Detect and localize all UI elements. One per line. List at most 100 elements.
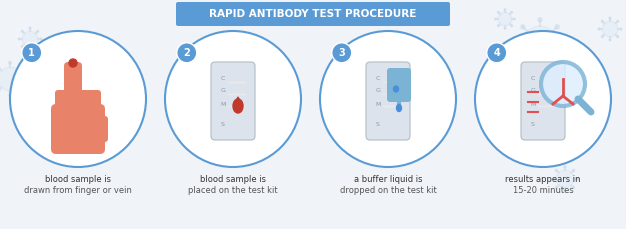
Text: S: S [531, 122, 535, 126]
Circle shape [21, 46, 23, 48]
Text: S: S [376, 122, 380, 126]
Circle shape [600, 119, 603, 122]
FancyBboxPatch shape [211, 62, 255, 140]
Circle shape [579, 55, 581, 57]
Circle shape [605, 108, 608, 110]
Text: G: G [531, 88, 535, 93]
Circle shape [620, 28, 622, 30]
Text: 15-20 minutes: 15-20 minutes [513, 186, 573, 195]
Circle shape [585, 57, 587, 59]
Text: M: M [376, 101, 381, 106]
Circle shape [56, 155, 58, 157]
Circle shape [498, 11, 499, 13]
Circle shape [578, 97, 602, 121]
Circle shape [37, 30, 39, 32]
Circle shape [538, 18, 542, 22]
Text: S: S [221, 122, 225, 126]
Text: C: C [531, 76, 535, 81]
Circle shape [40, 38, 42, 40]
Circle shape [56, 142, 58, 143]
Circle shape [555, 25, 560, 29]
Circle shape [573, 169, 575, 172]
Circle shape [18, 38, 20, 40]
Circle shape [22, 31, 38, 47]
Circle shape [521, 25, 525, 29]
Text: 3: 3 [339, 48, 345, 58]
FancyBboxPatch shape [521, 62, 565, 140]
Text: drawn from finger or vein: drawn from finger or vein [24, 186, 132, 195]
Circle shape [498, 25, 499, 27]
Text: RAPID ANTIBODY TEST PROCEDURE: RAPID ANTIBODY TEST PROCEDURE [209, 9, 417, 19]
Circle shape [9, 94, 11, 97]
Circle shape [588, 91, 592, 94]
FancyBboxPatch shape [92, 116, 108, 142]
FancyBboxPatch shape [51, 104, 105, 154]
Text: C: C [221, 76, 225, 81]
Circle shape [598, 28, 600, 30]
Circle shape [574, 58, 586, 70]
Circle shape [43, 142, 57, 156]
FancyBboxPatch shape [85, 90, 101, 114]
Circle shape [573, 69, 575, 71]
FancyBboxPatch shape [366, 62, 410, 140]
Text: a buffer liquid is: a buffer liquid is [354, 175, 423, 184]
Circle shape [585, 69, 587, 71]
Circle shape [552, 178, 554, 180]
Circle shape [39, 148, 41, 150]
Text: C: C [376, 76, 380, 81]
Circle shape [513, 18, 515, 20]
Text: placed on the test kit: placed on the test kit [188, 186, 278, 195]
Circle shape [555, 59, 560, 63]
Circle shape [37, 46, 39, 48]
Circle shape [600, 96, 603, 99]
Text: dropped on the test kit: dropped on the test kit [340, 186, 436, 195]
Circle shape [10, 31, 146, 167]
Circle shape [588, 124, 592, 127]
Circle shape [69, 59, 77, 67]
Ellipse shape [396, 104, 401, 112]
Circle shape [564, 190, 566, 192]
Circle shape [538, 66, 542, 71]
Circle shape [609, 17, 611, 19]
Circle shape [29, 49, 31, 51]
Circle shape [609, 39, 611, 41]
Ellipse shape [233, 99, 243, 113]
FancyBboxPatch shape [55, 90, 71, 114]
Text: 4: 4 [493, 48, 500, 58]
Circle shape [59, 148, 60, 150]
Text: 1: 1 [28, 48, 35, 58]
Circle shape [602, 21, 618, 37]
FancyBboxPatch shape [64, 62, 82, 115]
Circle shape [577, 119, 580, 122]
Circle shape [513, 42, 518, 46]
Circle shape [504, 9, 506, 10]
Text: M: M [530, 101, 536, 106]
Circle shape [511, 25, 513, 27]
Circle shape [562, 42, 567, 46]
Circle shape [511, 11, 513, 13]
Circle shape [579, 71, 581, 73]
FancyBboxPatch shape [387, 68, 411, 102]
Circle shape [495, 18, 496, 20]
Circle shape [165, 31, 301, 167]
Circle shape [577, 96, 580, 99]
Circle shape [602, 20, 603, 22]
Circle shape [20, 89, 23, 92]
Circle shape [564, 166, 566, 168]
Circle shape [177, 43, 197, 63]
Circle shape [573, 186, 575, 189]
Circle shape [22, 43, 42, 63]
Circle shape [20, 66, 23, 69]
FancyBboxPatch shape [176, 2, 450, 26]
Circle shape [555, 186, 558, 189]
Text: 2: 2 [183, 48, 190, 58]
Circle shape [49, 139, 51, 140]
Circle shape [498, 12, 512, 26]
Circle shape [504, 28, 506, 29]
FancyBboxPatch shape [65, 90, 81, 114]
Circle shape [602, 36, 603, 38]
Circle shape [43, 155, 44, 157]
Text: M: M [220, 101, 226, 106]
Polygon shape [235, 97, 241, 103]
Text: blood sample is: blood sample is [45, 175, 111, 184]
